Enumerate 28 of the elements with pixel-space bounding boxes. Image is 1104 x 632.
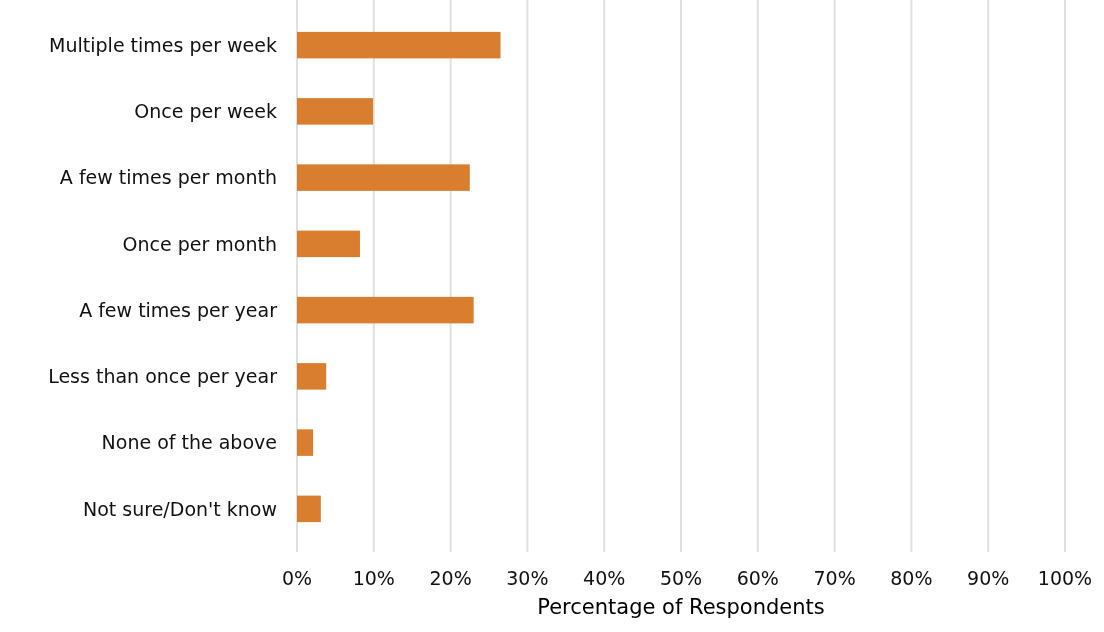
bar [297, 429, 314, 456]
y-tick-label: None of the above [101, 431, 277, 454]
x-tick-label: 40% [583, 567, 626, 589]
x-tick-label: 20% [429, 567, 472, 589]
x-tick-label: 80% [890, 567, 933, 589]
x-tick-label: 10% [352, 567, 395, 589]
x-axis-title: Percentage of Respondents [537, 595, 825, 619]
bar [297, 230, 360, 258]
x-tick-label: 90% [967, 567, 1010, 589]
y-tick-label: Multiple times per week [49, 33, 277, 56]
y-tick-label: Less than once per year [48, 365, 278, 388]
x-tick-label: 50% [659, 567, 703, 589]
x-tick-label: 0% [281, 567, 313, 589]
bar [297, 296, 474, 324]
y-tick-label: Not sure/Don't know [83, 497, 277, 520]
y-tick-label: A few times per month [59, 166, 277, 189]
bar [297, 164, 470, 191]
bar [297, 363, 327, 390]
y-tick-label: A few times per year [79, 298, 278, 321]
bar [297, 495, 321, 523]
x-tick-label: 30% [506, 567, 549, 589]
bar [297, 31, 501, 59]
x-tick-label: 70% [813, 567, 856, 589]
y-tick-label: Once per month [122, 232, 277, 255]
bar [297, 98, 374, 125]
x-tick-label: 100% [1037, 567, 1093, 589]
x-tick-label: 60% [736, 567, 779, 589]
y-tick-label: Once per week [134, 100, 277, 123]
